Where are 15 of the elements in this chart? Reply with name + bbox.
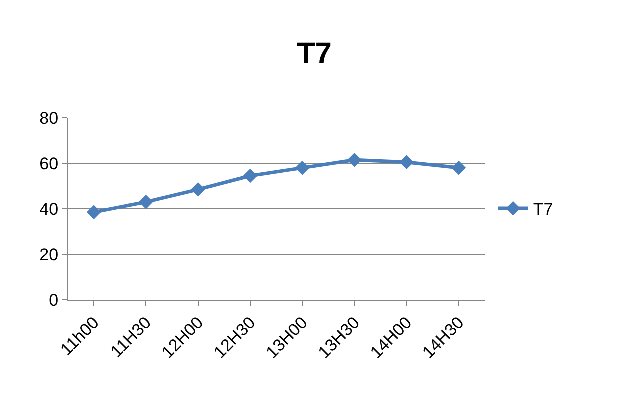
point [400,155,414,170]
y-tick-label: 60 [40,154,59,174]
y-tick-label: 0 [49,290,59,310]
point [452,160,466,176]
chart-title: T7 [296,37,332,70]
point [86,205,102,220]
point [348,152,362,168]
point [139,195,154,210]
legend-label: T7 [533,200,554,220]
y-tick-label: 80 [40,108,59,128]
point [191,182,206,197]
point [243,168,258,184]
point [295,160,310,176]
y-tick-label: 20 [40,245,59,264]
y-tick-label: 40 [40,200,59,219]
